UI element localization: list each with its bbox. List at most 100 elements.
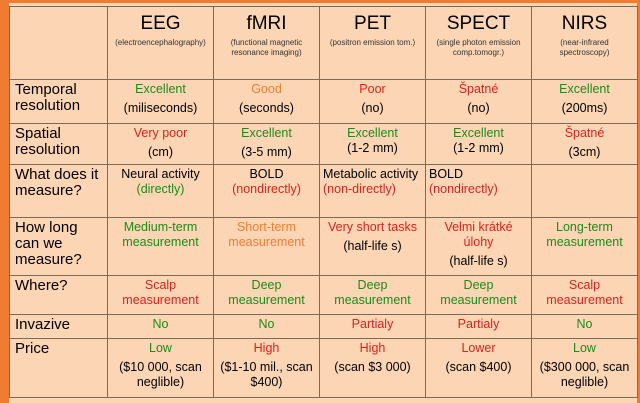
table-cell: Deep measurement [425,275,532,315]
row-label: Where? [9,275,108,315]
row-label: Temporal resolution [9,78,108,125]
price-detail: (scan $400) [445,360,512,375]
duration-text: Very short tasks [328,219,417,234]
detail-text: (seconds) [239,100,294,115]
row-temporal-resolution: Temporal resolution Excellent (milisecon… [9,78,638,125]
table-cell: Excellent (3-5 mm) [213,123,320,165]
table-cell: Špatné (3cm) [531,123,638,165]
row-label: What does it measure? [9,164,108,218]
table-cell: Neural activity (directly) [107,164,214,218]
table-cell: Low ($300 000, scan neglible) [531,338,638,398]
location-text: Deep measurement [334,278,411,308]
comparison-table: EEG (electroencephalography) fMRI (funct… [9,6,638,398]
table-cell: No [107,313,214,340]
table-cell: High (scan $3 000) [319,338,426,398]
detail-text: (3cm) [568,145,601,160]
duration-text: Short-term measurement [228,219,305,249]
detail-text: (cm) [148,145,173,160]
row-what-it-measures: What does it measure? Neural activity (d… [9,164,638,218]
column-subtitle: (electroencephalography) [115,38,206,47]
rating-text: Excellent [559,81,610,96]
table-cell: Excellent (1-2 mm) [425,123,532,165]
measure-mode: (nondirectly) [232,182,301,196]
measure-text: Metabolic activity [323,167,419,181]
column-subtitle: (functional magnetic resonance imaging) [230,38,303,57]
table-cell: BOLD (nondirectly) [425,164,532,218]
measure-text: BOLD [249,167,284,181]
rating-text: Excellent [347,126,398,141]
rating-text: Very poor [133,126,188,141]
invasive-text: No [152,316,169,331]
measure-mode: (non-directly) [323,182,396,196]
table-cell: High ($1-10 mil., scan $400) [213,338,320,398]
location-text: Deep measurement [228,278,305,308]
rating-text: Poor [359,81,386,96]
rating-text: Špatné [564,126,605,141]
table-cell: No [531,313,638,340]
row-spatial-resolution: Spatial resolution Very poor (cm) Excell… [9,123,638,165]
row-where: Where? Scalp measurement Deep measuremen… [9,275,638,315]
column-subtitle: (near-infrared spectroscopy) [559,38,610,57]
column-title: EEG [140,13,181,34]
duration-text: Velmi krátké úlohy [444,219,513,249]
table-cell: Scalp measurement [107,275,214,315]
table-cell: Short-term measurement [213,216,320,277]
price-detail: ($10 000, scan neglible) [119,360,202,390]
header-row: EEG (electroencephalography) fMRI (funct… [9,6,638,80]
measure-text: Neural activity [121,167,200,181]
price-detail: ($300 000, scan neglible) [539,360,630,390]
detail-text: (no) [361,100,384,115]
table-cell: Lower (scan $400) [425,338,532,398]
row-invasive: Invazive No No Partialy Partialy No [9,313,638,340]
duration-detail: (half-life s) [449,253,508,268]
table-cell: Excellent (1-2 mm) [319,123,426,165]
row-label: Price [9,338,108,398]
row-label: Invazive [9,313,108,340]
price-level: Lower [461,341,496,356]
table-cell: Long-term measurement [531,216,638,277]
column-title: SPECT [446,13,511,34]
duration-detail: (half-life s) [343,238,402,253]
table-cell: Scalp measurement [531,275,638,315]
table-cell: Medium-term measurement [107,216,214,277]
price-level: High [359,341,386,356]
header-pet: PET (positron emission tom.) [319,6,426,80]
measure-text: BOLD [429,167,464,181]
column-title: NIRS [561,13,608,34]
invasive-text: No [576,316,593,331]
rating-text: Excellent [241,126,292,141]
invasive-text: No [258,316,275,331]
table-cell: Very poor (cm) [107,123,214,165]
measure-mode: (nondirectly) [429,182,498,196]
column-title: fMRI [246,13,287,34]
column-title: PET [354,13,391,34]
invasive-text: Partialy [351,316,394,331]
detail-text: (3-5 mm) [241,145,292,160]
header-fmri: fMRI (functional magnetic resonance imag… [213,6,320,80]
price-detail: ($1-10 mil., scan $400) [220,360,313,390]
table-cell: Deep measurement [213,275,320,315]
duration-text: Long-term measurement [546,219,623,249]
detail-text: (1-2 mm) [347,141,398,156]
detail-text: (miliseconds) [123,100,198,115]
rating-text: Excellent [135,81,186,96]
location-text: Scalp measurement [122,278,199,308]
column-subtitle: (single photon emission comp.tomogr.) [436,38,521,57]
table-cell: Good (seconds) [213,78,320,125]
table-cell: Excellent (miliseconds) [107,78,214,125]
table-cell: Poor (no) [319,78,426,125]
table-cell: Velmi krátké úlohy (half-life s) [425,216,532,277]
price-level: Low [573,341,596,356]
table-cell: Metabolic activity (non-directly) [319,164,426,218]
duration-text: Medium-term measurement [122,219,199,249]
table-cell: Very short tasks (half-life s) [319,216,426,277]
price-detail: (scan $3 000) [334,360,411,375]
table-cell: Partialy [319,313,426,340]
row-price: Price Low ($10 000, scan neglible) High … [9,338,638,398]
header-spect: SPECT (single photon emission comp.tomog… [425,6,532,80]
location-text: Deep measurement [440,278,517,308]
rating-text: Špatné [458,81,499,96]
rating-text: Excellent [453,126,504,141]
detail-text: (200ms) [561,100,608,115]
